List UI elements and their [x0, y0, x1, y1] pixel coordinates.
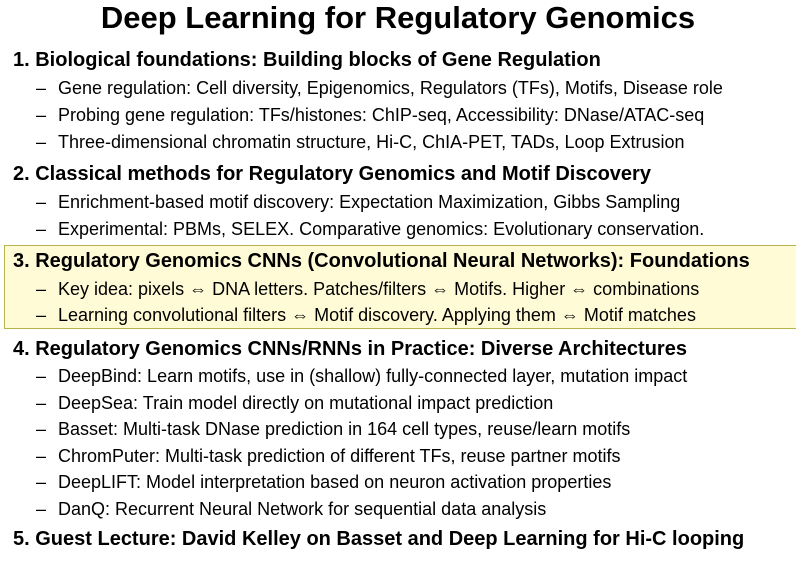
dash-icon: – [36, 419, 47, 439]
bullet-text: Enrichment-based motif discovery: Expect… [58, 192, 681, 212]
bullet-1-3: – Three-dimensional chromatin structure, … [36, 131, 685, 153]
dash-icon: – [36, 366, 47, 386]
bullet-2-1: – Enrichment-based motif discovery: Expec… [36, 191, 680, 213]
bullet-text: Gene regulation: Cell diversity, Epigeno… [58, 78, 723, 98]
highlight-box [4, 245, 796, 329]
bullet-4-1: – DeepBind: Learn motifs, use in (shallow… [36, 365, 687, 387]
dash-icon: – [36, 446, 47, 466]
slide-title: Deep Learning for Regulatory Genomics [100, 0, 696, 35]
bullet-4-5: – DeepLIFT: Model interpretation based on… [36, 471, 611, 493]
bullet-text: DanQ: Recurrent Neural Network for seque… [58, 499, 547, 519]
bullet-4-6: – DanQ: Recurrent Neural Network for sequ… [36, 498, 546, 520]
dash-icon: – [36, 132, 47, 152]
bullet-1-1: – Gene regulation: Cell diversity, Epigen… [36, 77, 723, 99]
section-heading-5: 5. Guest Lecture: David Kelley on Basset… [13, 528, 745, 550]
bullet-4-2: – DeepSea: Train model directly on mutati… [36, 392, 553, 414]
bullet-text: Key idea: pixels ⇔ DNA letters. Patches/… [58, 279, 700, 299]
bullet-text: ChromPuter: Multi-task prediction of dif… [58, 446, 621, 466]
dash-icon: – [36, 393, 47, 413]
bullet-text: Probing gene regulation: TFs/histones: C… [58, 105, 705, 125]
bullet-text: DeepLIFT: Model interpretation based on … [58, 472, 612, 492]
dash-icon: – [36, 219, 47, 239]
dash-icon: – [36, 105, 47, 125]
section-heading-3: 3. Regulatory Genomics CNNs (Convolution… [13, 250, 750, 272]
bullet-text: Experimental: PBMs, SELEX. Comparative g… [58, 219, 705, 239]
dash-icon: – [36, 192, 47, 212]
bullet-text: Basset: Multi-task DNase prediction in 1… [58, 419, 631, 439]
bullet-text: DeepSea: Train model directly on mutatio… [58, 393, 554, 413]
dash-icon: – [36, 305, 47, 325]
bullet-text: Three-dimensional chromatin structure, H… [58, 132, 685, 152]
bullet-4-3: – Basset: Multi-task DNase prediction in … [36, 418, 630, 440]
bullet-1-2: – Probing gene regulation: TFs/histones: … [36, 104, 704, 126]
dash-icon: – [36, 472, 47, 492]
bullet-2-2: – Experimental: PBMs, SELEX. Comparative … [36, 218, 704, 240]
dash-icon: – [36, 499, 47, 519]
bullet-3-2: – Learning convolutional filters ⇔ Motif … [36, 304, 696, 326]
dash-icon: – [36, 78, 47, 98]
bullet-text: Learning convolutional filters ⇔ Motif d… [58, 305, 696, 325]
bullet-3-1: – Key idea: pixels ⇔ DNA letters. Patches… [36, 278, 699, 300]
section-heading-4: 4. Regulatory Genomics CNNs/RNNs in Prac… [13, 338, 687, 360]
bullet-4-4: – ChromPuter: Multi-task prediction of di… [36, 445, 621, 467]
bullet-text: DeepBind: Learn motifs, use in (shallow)… [58, 366, 688, 386]
section-heading-2: 2. Classical methods for Regulatory Geno… [13, 163, 651, 185]
section-heading-1: 1. Biological foundations: Building bloc… [13, 49, 601, 71]
dash-icon: – [36, 279, 47, 299]
